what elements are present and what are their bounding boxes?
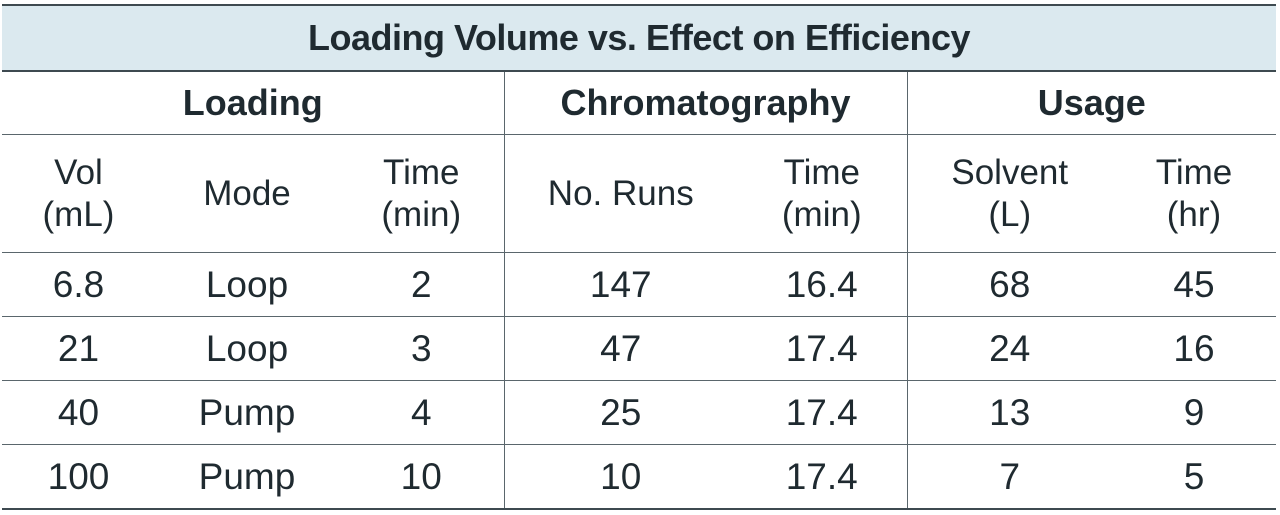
cell-mode: Pump [155,444,339,510]
group-header-chromatography: Chromatography [503,71,907,135]
column-header-loading-time: Time (min) [339,134,504,253]
column-header-solvent-label: Solvent [951,152,1069,192]
cell-no-runs: 47 [503,316,737,381]
cell-loading-time: 2 [339,252,504,317]
cell-no-runs: 10 [503,444,737,510]
cell-solvent: 24 [906,316,1112,381]
cell-usage-time: 45 [1112,252,1277,317]
cell-chrom-time: 16.4 [737,252,907,317]
column-header-solvent: Solvent (L) [906,134,1112,253]
cell-mode: Pump [155,380,339,445]
efficiency-table-container: Loading Volume vs. Effect on Efficiency … [2,4,1277,510]
column-header-chrom-time-unit: (min) [781,194,862,234]
cell-solvent: 13 [906,380,1112,445]
column-header-solvent-unit: (L) [988,194,1032,234]
cell-chrom-time: 17.4 [737,316,907,381]
cell-loading-time: 3 [339,316,504,381]
column-header-vol: Vol (mL) [2,134,155,253]
table-row: 21 Loop 3 47 17.4 24 16 [2,316,1277,381]
cell-chrom-time: 17.4 [737,444,907,510]
cell-usage-time: 5 [1112,444,1277,510]
loading-efficiency-table: Loading Volume vs. Effect on Efficiency … [2,4,1277,510]
cell-vol: 100 [2,444,155,510]
cell-vol: 21 [2,316,155,381]
column-header-loading-time-unit: (min) [381,194,462,234]
column-header-loading-time-label: Time [383,152,460,192]
column-header-chrom-time-label: Time [783,152,860,192]
group-header-usage: Usage [906,71,1277,135]
cell-vol: 40 [2,380,155,445]
table-title: Loading Volume vs. Effect on Efficiency [2,4,1277,72]
cell-usage-time: 9 [1112,380,1277,445]
column-header-usage-time-unit: (hr) [1166,194,1222,234]
column-header-usage-time: Time (hr) [1112,134,1277,253]
column-header-usage-time-label: Time [1155,152,1233,192]
cell-no-runs: 147 [503,252,737,317]
column-header-no-runs: No. Runs [503,134,737,253]
column-header-vol-label: Vol [54,152,103,192]
cell-mode: Loop [155,252,339,317]
cell-usage-time: 16 [1112,316,1277,381]
cell-no-runs: 25 [503,380,737,445]
table-row: 40 Pump 4 25 17.4 13 9 [2,380,1277,445]
cell-solvent: 7 [906,444,1112,510]
cell-chrom-time: 17.4 [737,380,907,445]
cell-mode: Loop [155,316,339,381]
cell-solvent: 68 [906,252,1112,317]
column-header-vol-unit: (mL) [42,194,115,234]
column-header-mode: Mode [155,134,339,253]
group-header-loading: Loading [2,71,504,135]
table-row: 6.8 Loop 2 147 16.4 68 45 [2,252,1277,317]
cell-loading-time: 10 [339,444,504,510]
table-row: 100 Pump 10 10 17.4 7 5 [2,444,1277,510]
column-header-chrom-time: Time (min) [737,134,907,253]
cell-loading-time: 4 [339,380,504,445]
cell-vol: 6.8 [2,252,155,317]
